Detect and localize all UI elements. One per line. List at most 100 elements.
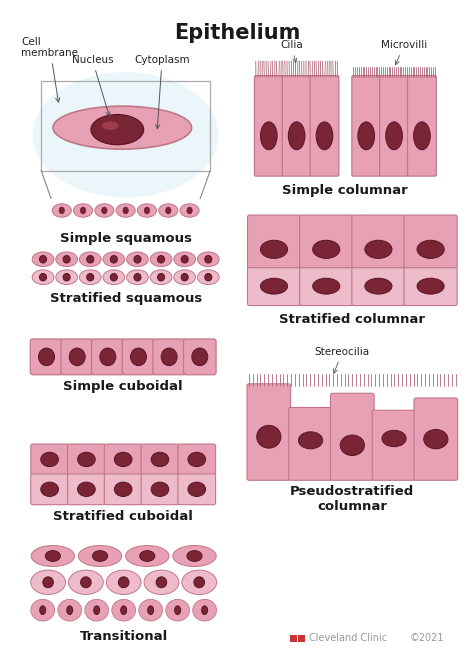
Ellipse shape: [46, 551, 60, 561]
Ellipse shape: [150, 252, 172, 267]
Bar: [298, 635, 305, 642]
Ellipse shape: [192, 348, 208, 366]
Ellipse shape: [182, 570, 217, 594]
Ellipse shape: [67, 606, 73, 615]
FancyBboxPatch shape: [247, 384, 291, 480]
Ellipse shape: [194, 577, 204, 588]
Ellipse shape: [137, 204, 156, 217]
FancyBboxPatch shape: [255, 76, 283, 176]
Ellipse shape: [161, 348, 177, 366]
Ellipse shape: [52, 204, 71, 217]
Ellipse shape: [31, 546, 74, 566]
Ellipse shape: [205, 273, 212, 281]
FancyBboxPatch shape: [122, 339, 155, 375]
Text: Epithelium: Epithelium: [174, 23, 300, 44]
FancyBboxPatch shape: [352, 76, 381, 176]
Text: Simple columnar: Simple columnar: [283, 184, 408, 197]
Ellipse shape: [39, 273, 46, 281]
Ellipse shape: [139, 600, 163, 621]
Ellipse shape: [166, 600, 190, 621]
Text: Transitional: Transitional: [80, 630, 168, 643]
Ellipse shape: [299, 432, 323, 449]
Ellipse shape: [114, 482, 132, 497]
Ellipse shape: [417, 278, 444, 294]
Ellipse shape: [340, 435, 365, 456]
FancyBboxPatch shape: [30, 339, 63, 375]
Ellipse shape: [110, 256, 118, 263]
Ellipse shape: [157, 273, 164, 281]
FancyBboxPatch shape: [67, 444, 105, 475]
Ellipse shape: [165, 207, 171, 214]
Ellipse shape: [40, 606, 46, 615]
FancyBboxPatch shape: [289, 408, 332, 480]
Ellipse shape: [260, 122, 277, 150]
Ellipse shape: [106, 570, 141, 594]
Ellipse shape: [157, 256, 164, 263]
FancyBboxPatch shape: [247, 267, 301, 305]
Text: Stratified columnar: Stratified columnar: [279, 313, 425, 326]
Text: ©2021: ©2021: [409, 633, 444, 643]
FancyBboxPatch shape: [408, 76, 436, 176]
Ellipse shape: [63, 273, 70, 281]
Ellipse shape: [313, 278, 340, 294]
Ellipse shape: [103, 270, 125, 284]
Ellipse shape: [39, 256, 46, 263]
Ellipse shape: [156, 577, 167, 588]
Ellipse shape: [424, 430, 448, 449]
FancyBboxPatch shape: [310, 76, 339, 176]
Ellipse shape: [58, 600, 82, 621]
Ellipse shape: [134, 273, 141, 281]
Ellipse shape: [148, 606, 154, 615]
Ellipse shape: [59, 207, 64, 214]
Ellipse shape: [73, 204, 92, 217]
FancyBboxPatch shape: [404, 215, 457, 268]
FancyBboxPatch shape: [352, 215, 405, 268]
Ellipse shape: [81, 577, 91, 588]
FancyBboxPatch shape: [31, 444, 68, 475]
Ellipse shape: [159, 204, 178, 217]
Ellipse shape: [69, 570, 103, 594]
Ellipse shape: [31, 600, 55, 621]
FancyBboxPatch shape: [141, 444, 179, 475]
Ellipse shape: [198, 270, 219, 284]
Ellipse shape: [140, 551, 155, 561]
Ellipse shape: [201, 606, 208, 615]
Text: Simple cuboidal: Simple cuboidal: [64, 380, 183, 393]
Ellipse shape: [193, 600, 217, 621]
Ellipse shape: [205, 256, 212, 263]
Text: Microvilli: Microvilli: [381, 40, 427, 64]
Ellipse shape: [198, 252, 219, 267]
Ellipse shape: [288, 122, 305, 150]
Ellipse shape: [87, 273, 94, 281]
Ellipse shape: [32, 252, 54, 267]
Ellipse shape: [173, 546, 216, 566]
Ellipse shape: [87, 256, 94, 263]
Ellipse shape: [91, 115, 144, 145]
FancyBboxPatch shape: [414, 398, 458, 480]
Ellipse shape: [417, 240, 444, 258]
Ellipse shape: [31, 570, 65, 594]
Ellipse shape: [382, 430, 406, 447]
Ellipse shape: [188, 482, 206, 497]
Text: Stratified cuboidal: Stratified cuboidal: [53, 510, 193, 523]
Ellipse shape: [94, 606, 100, 615]
Text: Cleveland Clinic: Cleveland Clinic: [309, 633, 387, 643]
Ellipse shape: [151, 482, 169, 497]
Text: Cytoplasm: Cytoplasm: [134, 55, 190, 129]
Bar: [290, 635, 297, 642]
Ellipse shape: [174, 606, 181, 615]
Ellipse shape: [187, 551, 202, 561]
FancyBboxPatch shape: [91, 339, 124, 375]
Text: Simple squamous: Simple squamous: [60, 232, 191, 245]
Ellipse shape: [38, 348, 55, 366]
FancyBboxPatch shape: [61, 339, 93, 375]
Ellipse shape: [81, 207, 86, 214]
Ellipse shape: [103, 252, 125, 267]
Ellipse shape: [181, 256, 188, 263]
Ellipse shape: [151, 452, 169, 467]
Ellipse shape: [102, 121, 118, 130]
FancyBboxPatch shape: [300, 267, 353, 305]
Ellipse shape: [144, 207, 150, 214]
Ellipse shape: [174, 252, 196, 267]
Ellipse shape: [43, 577, 54, 588]
